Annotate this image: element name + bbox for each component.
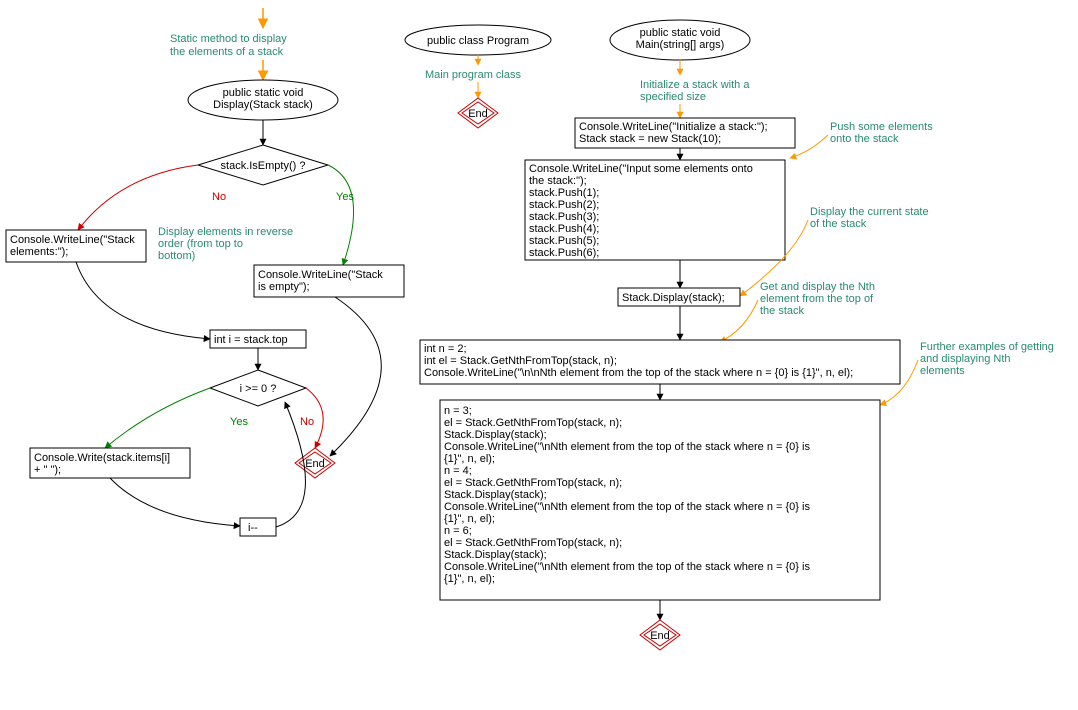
end-left: End: [295, 448, 335, 478]
svg-text:public static voidDisplay(Stac: public static voidDisplay(Stack stack): [213, 87, 313, 111]
comment-push: Push some elementsonto the stack: [830, 121, 933, 145]
comment-main-class: Main program class: [425, 69, 521, 81]
comment-reverse: Display elements in reverseorder (from t…: [158, 226, 293, 262]
svg-text:No: No: [300, 416, 314, 428]
svg-text:End: End: [650, 630, 670, 642]
svg-text:No: No: [212, 191, 226, 203]
box-decrement: [240, 518, 276, 536]
end-right: End: [640, 620, 680, 650]
svg-text:stack.IsEmpty() ?: stack.IsEmpty() ?: [221, 160, 306, 172]
svg-text:Stack.Display(stack);: Stack.Display(stack);: [622, 292, 725, 304]
comment-init: Initialize a stack with aspecified size: [640, 79, 750, 103]
comment-further: Further examples of gettingand displayin…: [920, 341, 1054, 377]
svg-text:int i = stack.top: int i = stack.top: [214, 334, 288, 346]
flowchart-svg: Static method to displaythe elements of …: [0, 0, 1078, 710]
svg-text:Yes: Yes: [336, 191, 354, 203]
svg-text:End: End: [468, 108, 488, 120]
comment-static: Static method to displaythe elements of …: [170, 33, 287, 58]
svg-text:End: End: [305, 458, 325, 470]
svg-text:i--: i--: [248, 522, 258, 534]
svg-text:public class Program: public class Program: [427, 35, 529, 47]
svg-text:public static voidMain(string[: public static voidMain(string[] args): [636, 27, 725, 51]
svg-text:i >= 0 ?: i >= 0 ?: [240, 383, 277, 395]
comment-nth: Get and display the Nthelement from the …: [760, 281, 875, 317]
end-middle: End: [458, 98, 498, 128]
comment-display: Display the current stateof the stack: [810, 206, 929, 230]
svg-text:Yes: Yes: [230, 416, 248, 428]
